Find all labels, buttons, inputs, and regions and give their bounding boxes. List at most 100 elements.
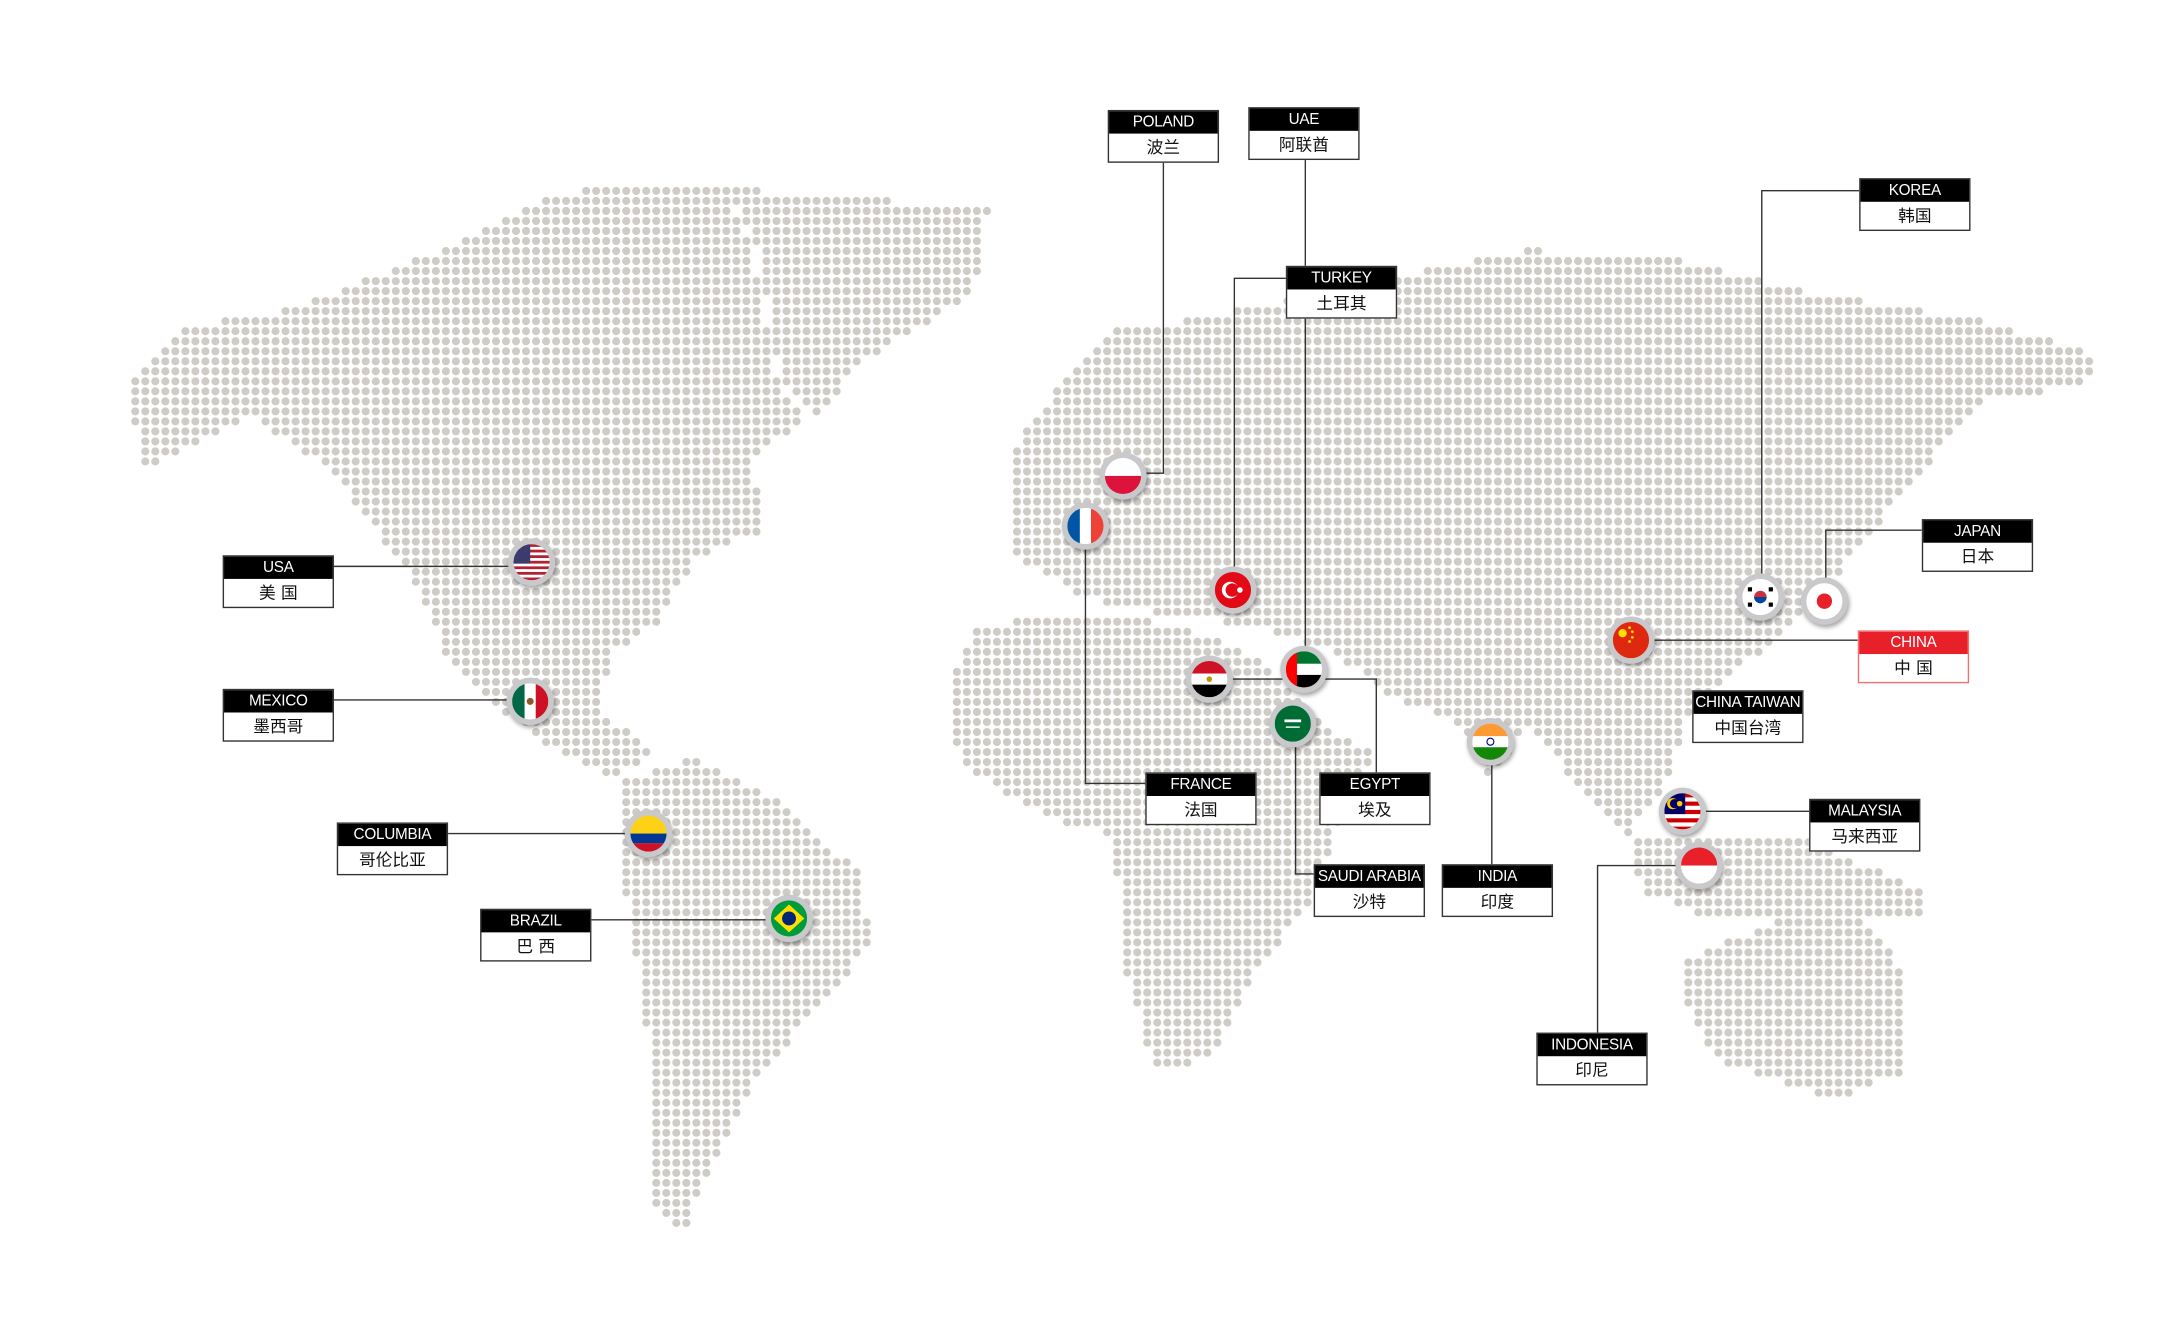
map-dot	[732, 497, 741, 506]
map-dot	[582, 577, 591, 586]
map-dot	[1353, 437, 1362, 446]
map-dot	[1654, 377, 1663, 386]
map-dot	[1574, 577, 1583, 586]
map-dot	[1233, 367, 1242, 376]
map-dot	[1844, 437, 1853, 446]
map-dot	[1093, 367, 1102, 376]
map-dot	[732, 257, 741, 266]
map-dot	[642, 186, 651, 195]
map-dot	[1543, 277, 1553, 286]
map-dot	[1503, 547, 1512, 556]
map-dot	[1203, 497, 1212, 506]
map-dot	[1032, 427, 1042, 436]
map-dot	[351, 457, 360, 466]
map-dot	[572, 467, 581, 476]
map-dot	[562, 397, 571, 406]
map-dot	[521, 487, 531, 496]
map-dot	[762, 417, 771, 426]
map-dot	[1854, 497, 1863, 506]
map-dot	[1814, 507, 1823, 516]
map-dot	[1433, 537, 1442, 546]
map-dot	[1624, 427, 1633, 436]
map-dot	[812, 267, 821, 276]
map-dot	[1584, 497, 1593, 506]
map-dot	[1353, 347, 1362, 356]
map-dot	[1243, 407, 1252, 416]
map-dot	[592, 477, 601, 486]
map-dot	[1704, 577, 1713, 586]
map-dot	[642, 287, 651, 296]
map-dot	[1323, 577, 1332, 586]
map-dot	[752, 367, 761, 376]
map-dot	[221, 407, 230, 416]
map-dot	[542, 216, 551, 226]
map-dot	[1533, 417, 1543, 426]
map-dot	[1293, 507, 1302, 516]
map-dot	[792, 236, 801, 246]
map-dot	[1714, 557, 1723, 566]
map-dot	[1684, 507, 1693, 516]
map-dot	[712, 507, 721, 516]
map-dot	[481, 507, 490, 516]
map-dot	[1854, 397, 1863, 406]
map-dot	[1734, 497, 1743, 506]
map-dot	[642, 557, 651, 566]
map-dot	[1604, 447, 1613, 456]
map-dot	[1834, 497, 1843, 506]
map-dot	[1423, 377, 1432, 386]
map-dot	[1934, 327, 1943, 336]
map-dot	[1634, 257, 1643, 266]
map-dot	[1754, 337, 1763, 346]
map-dot	[471, 467, 480, 476]
map-dot	[1654, 587, 1663, 596]
map-dot	[1814, 347, 1823, 356]
map-dot	[652, 587, 661, 596]
map-dot	[642, 537, 651, 546]
map-dot	[532, 206, 541, 216]
map-dot	[742, 387, 751, 396]
map-dot	[1473, 267, 1482, 276]
map-dot	[842, 257, 851, 266]
map-dot	[1934, 357, 1943, 366]
map-dot	[1834, 407, 1843, 416]
map-dot	[682, 477, 691, 486]
map-dot	[1543, 597, 1553, 606]
map-dot	[912, 307, 921, 316]
map-dot	[542, 517, 551, 526]
map-dot	[1674, 317, 1683, 326]
map-dot	[1483, 367, 1492, 376]
map-dot	[1503, 587, 1512, 596]
map-dot	[1363, 507, 1372, 516]
map-dot	[501, 236, 511, 246]
map-dot	[201, 327, 210, 336]
map-dot	[1433, 587, 1442, 596]
map-dot	[311, 447, 320, 456]
map-dot	[1393, 437, 1402, 446]
map-dot	[572, 377, 581, 386]
map-dot	[351, 467, 360, 476]
map-dot	[682, 287, 691, 296]
map-dot	[592, 226, 601, 236]
map-dot	[1483, 557, 1492, 566]
map-dot	[171, 397, 180, 406]
map-dot	[1293, 557, 1302, 566]
map-dot	[1543, 407, 1553, 416]
map-dot	[1764, 427, 1773, 436]
map-dot	[952, 257, 961, 266]
map-dot	[1463, 517, 1472, 526]
map-dot	[1483, 357, 1492, 366]
map-dot	[582, 236, 591, 246]
map-dot	[1994, 347, 2003, 356]
map-dot	[1223, 437, 1232, 446]
map-dot	[1874, 447, 1883, 456]
map-dot	[1724, 557, 1733, 566]
map-dot	[672, 387, 681, 396]
map-dot	[1914, 307, 1923, 316]
map-dot	[1323, 357, 1332, 366]
map-dot	[481, 477, 490, 486]
map-dot	[1473, 307, 1482, 316]
map-dot	[572, 507, 581, 516]
map-dot	[471, 477, 480, 486]
map-dot	[1493, 547, 1502, 556]
map-dot	[772, 247, 781, 256]
